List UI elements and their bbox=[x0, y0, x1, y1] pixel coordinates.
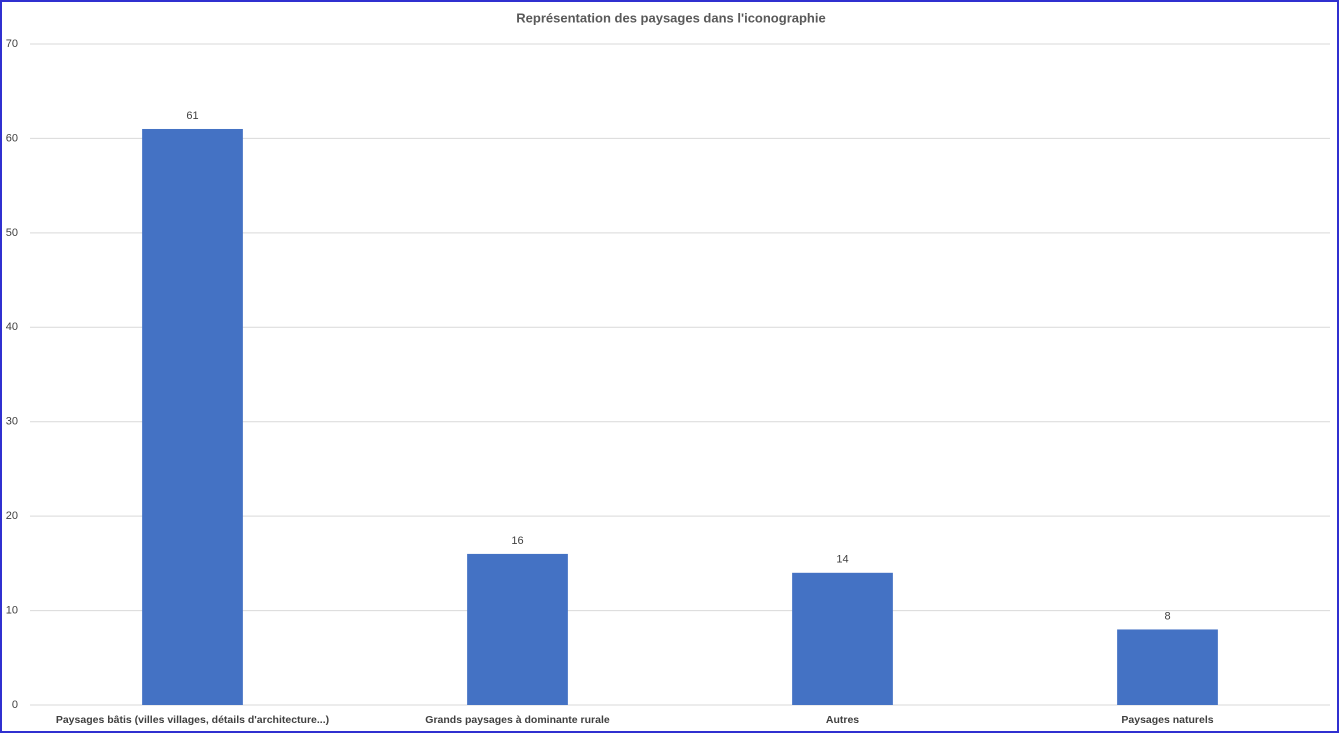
data-label: 61 bbox=[186, 110, 198, 122]
x-tick-label: Paysages naturels bbox=[1121, 714, 1213, 726]
x-tick-label: Paysages bâtis (villes villages, détails… bbox=[56, 714, 329, 726]
bar bbox=[142, 128, 243, 705]
bar bbox=[792, 572, 893, 705]
y-tick-label: 60 bbox=[6, 132, 18, 144]
y-tick-label: 30 bbox=[6, 416, 18, 428]
data-label: 14 bbox=[836, 554, 848, 566]
y-tick-label: 70 bbox=[6, 38, 18, 50]
x-tick-label: Grands paysages à dominante rurale bbox=[425, 714, 610, 726]
y-tick-label: 10 bbox=[6, 604, 18, 616]
data-label: 8 bbox=[1164, 610, 1170, 622]
y-tick-label: 20 bbox=[6, 510, 18, 522]
data-label: 16 bbox=[511, 535, 523, 547]
y-tick-label: 50 bbox=[6, 227, 18, 239]
y-tick-label: 40 bbox=[6, 321, 18, 333]
x-tick-label: Autres bbox=[826, 714, 859, 726]
chart-title: Représentation des paysages dans l'icono… bbox=[516, 10, 825, 25]
y-tick-label: 0 bbox=[12, 699, 18, 711]
bar bbox=[1117, 629, 1218, 705]
bar bbox=[467, 553, 568, 705]
